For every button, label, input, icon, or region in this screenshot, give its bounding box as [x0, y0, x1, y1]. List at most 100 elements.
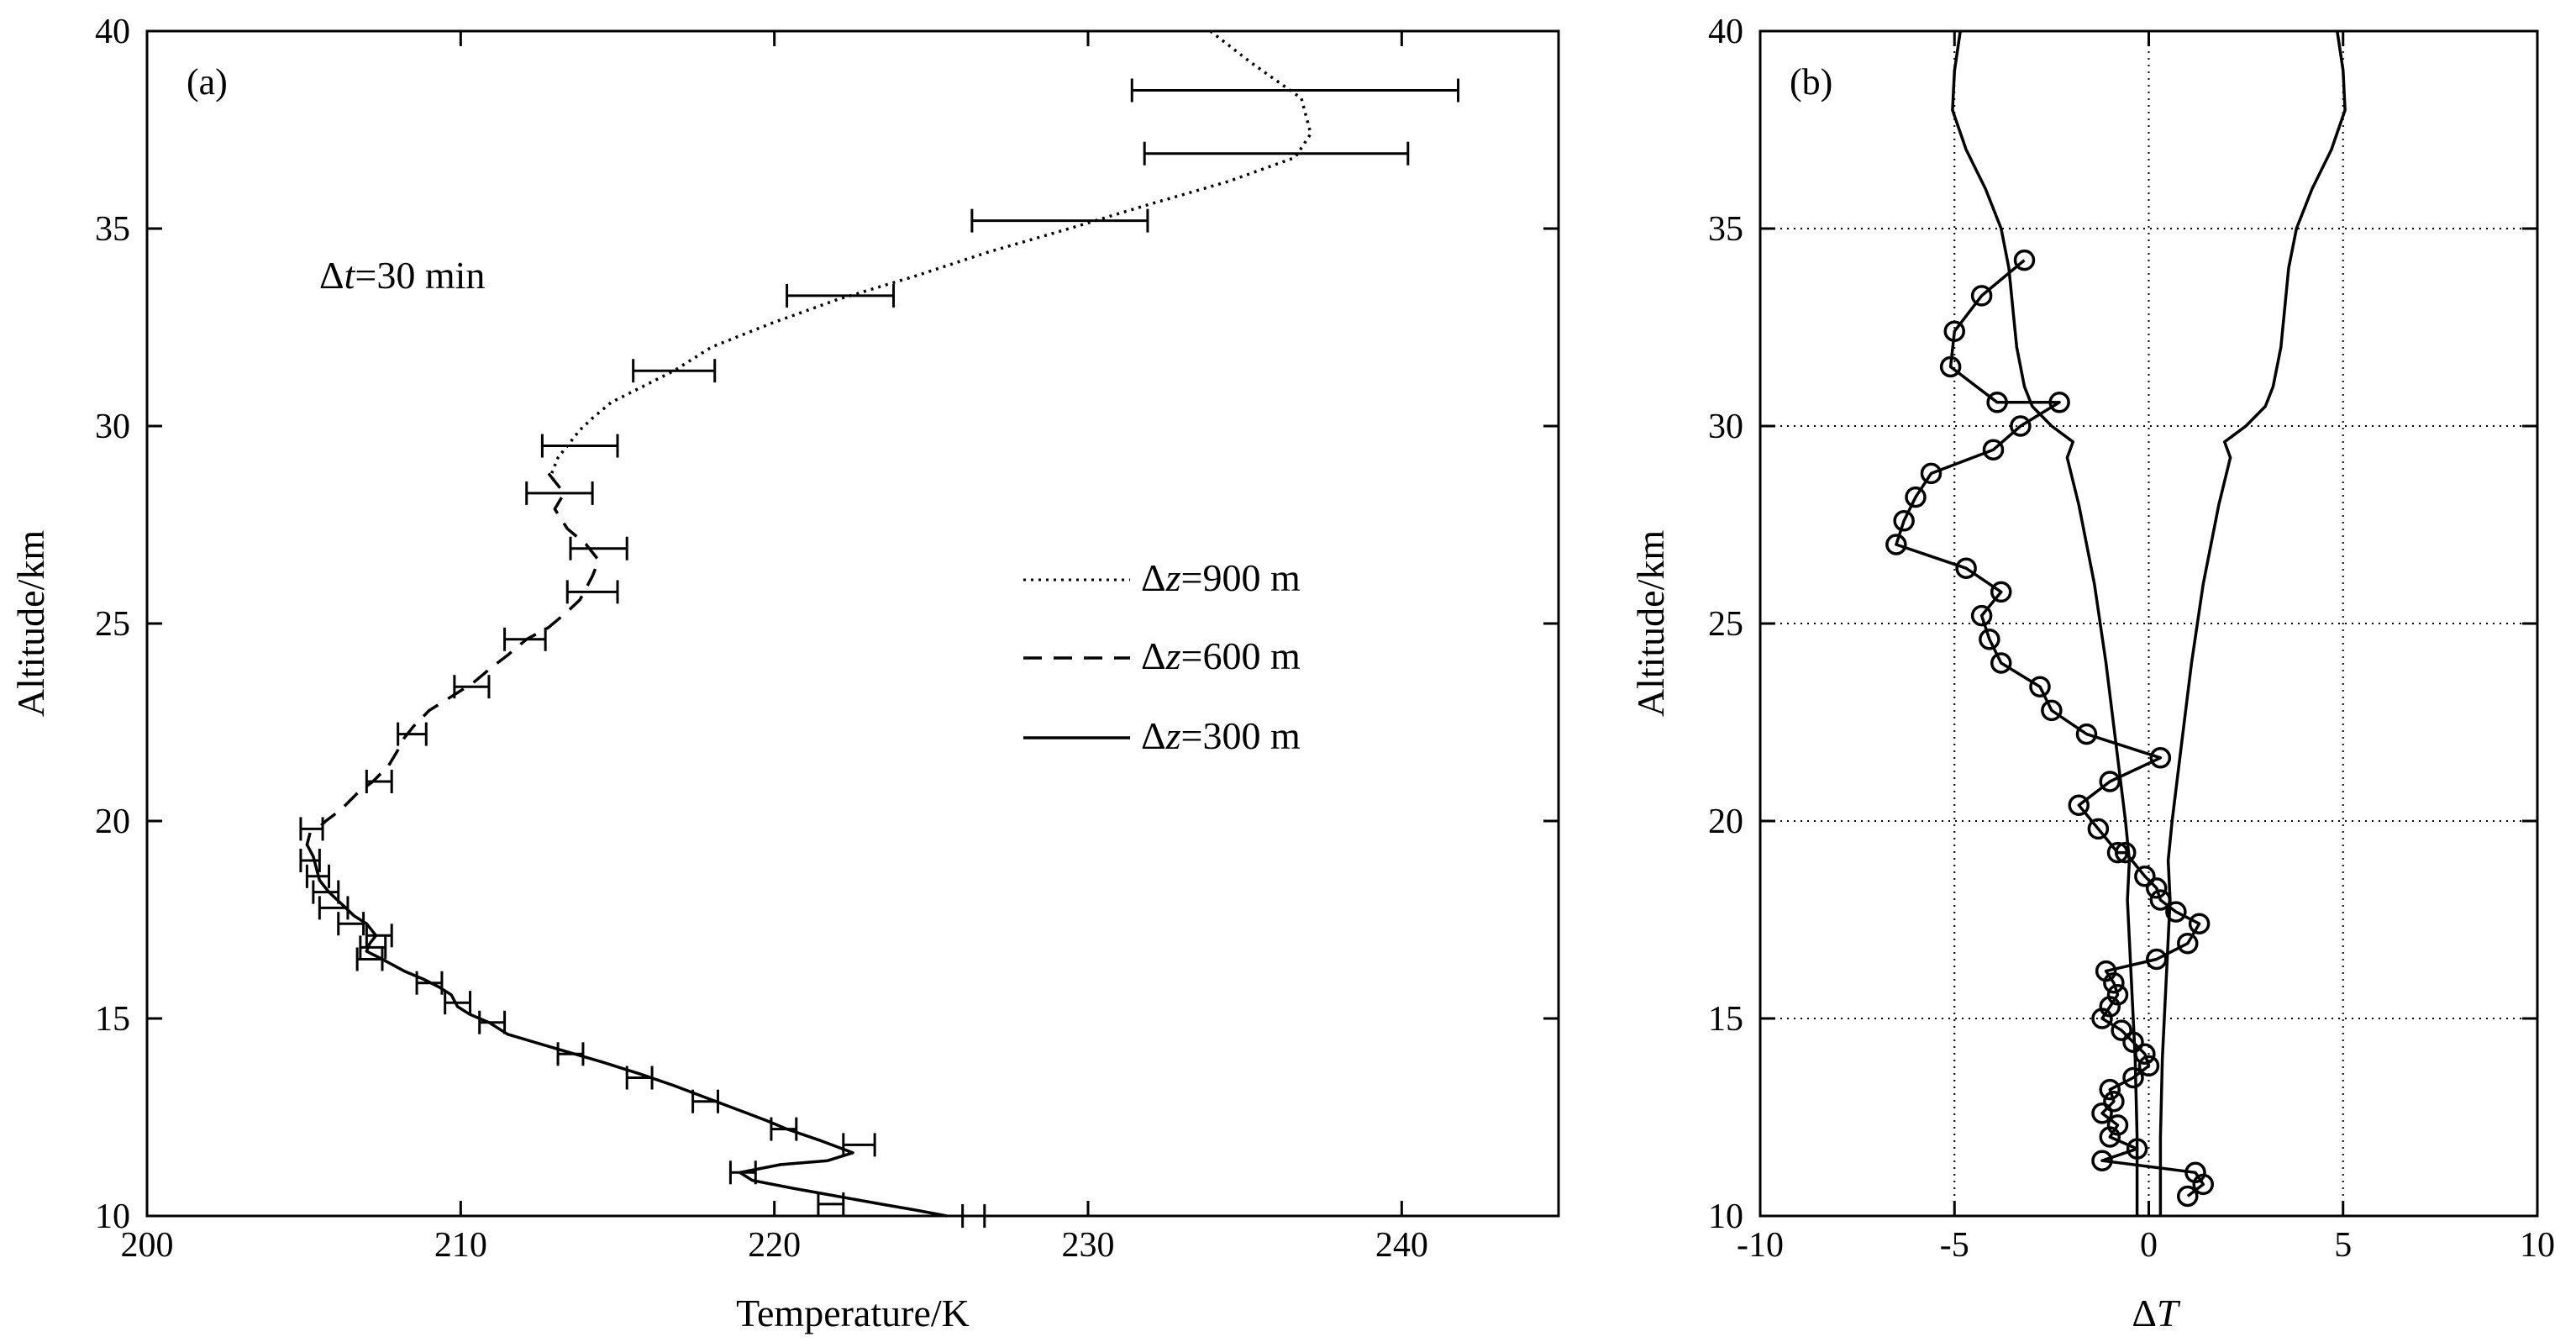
series-point [1905, 486, 1927, 508]
error-bar [444, 991, 472, 1015]
error-bar [691, 1089, 719, 1113]
series-point [2149, 747, 2172, 769]
legend-entry-var: z [1165, 714, 1181, 757]
legend-entry-var: z [1165, 556, 1181, 599]
series-point [2099, 771, 2121, 792]
series-point [2177, 932, 2199, 955]
x-tick-label: 210 [434, 1226, 487, 1265]
panel-a-x-axis-label: Temperature/K [736, 1292, 970, 1334]
x-label-variable: T [2157, 1292, 2181, 1334]
y-tick-label: 30 [1708, 408, 1743, 446]
series-point [2091, 1008, 2113, 1029]
y-tick-label: 20 [1708, 803, 1743, 841]
series-point [2122, 1031, 2144, 1053]
x-tick-label: 240 [1375, 1226, 1428, 1265]
y-tick-label: 20 [95, 803, 130, 841]
error-bar [359, 935, 387, 960]
series-point [2087, 818, 2110, 840]
series-point [1970, 285, 1993, 307]
legend-entry-var: z [1165, 634, 1181, 677]
error-bar [565, 580, 619, 604]
error-bar [525, 481, 594, 505]
series-point [2126, 1138, 2148, 1160]
series-point [2146, 877, 2168, 899]
y-tick-label: 35 [1708, 210, 1743, 249]
error-bar [318, 896, 350, 920]
error-bar [337, 912, 365, 936]
error-bar [503, 627, 547, 651]
series-point [2041, 699, 2063, 722]
x-tick-label: 10 [2520, 1226, 2555, 1265]
series-point [1893, 510, 1915, 532]
series-point [2075, 723, 2098, 745]
series-point [1986, 392, 2008, 413]
series-point [1955, 557, 1977, 579]
series-point [1943, 320, 1965, 342]
y-tick-label: 35 [95, 210, 130, 249]
x-tick-label: 200 [121, 1226, 174, 1265]
error-bar [632, 359, 717, 383]
y-tick-label: 15 [95, 1000, 130, 1039]
annotation-suffix: =30 min [355, 254, 485, 297]
panel-b-x-axis-label: ΔT [2132, 1292, 2181, 1334]
series-point [1920, 462, 1943, 485]
x-tick-label: 230 [1062, 1226, 1115, 1265]
panel-a-legend: Δz=900 m Δz=600 m Δz=300 m [1023, 556, 1301, 757]
error-bar [556, 1042, 585, 1066]
series-point [1885, 534, 1907, 555]
series-point [2103, 1090, 2125, 1113]
panel-b-label: (b) [1790, 61, 1832, 103]
annotation-prefix: Δ [319, 254, 344, 297]
legend-entry-suffix: =600 m [1181, 634, 1301, 677]
y-tick-label: 30 [95, 408, 130, 446]
series-point [2137, 1055, 2160, 1077]
error-bar [817, 1192, 845, 1216]
series-point [2134, 866, 2156, 887]
error-bar [478, 1010, 507, 1034]
error-bar [397, 722, 428, 746]
x-tick-label: 220 [748, 1226, 801, 1265]
error-bar [970, 208, 1149, 233]
legend-entry-300m: Δz=300 m [1141, 714, 1301, 757]
error-bar [453, 675, 491, 699]
legend-entry-suffix: =900 m [1181, 556, 1301, 599]
series-point [2099, 1078, 2121, 1101]
error-bar [842, 1133, 876, 1157]
series-point [1939, 355, 1962, 378]
error-bar [299, 849, 321, 872]
error-bar [961, 1204, 986, 1228]
error-bar [312, 880, 340, 904]
error-bar [365, 924, 393, 948]
series-point [2134, 1043, 2156, 1066]
error-bar [728, 1160, 757, 1185]
error-bar [1130, 78, 1460, 103]
series-line-dotted [549, 29, 1312, 486]
series-point [2029, 676, 2051, 697]
series-point [2010, 415, 2032, 437]
series-line-solid [305, 832, 948, 1218]
error-bar [786, 283, 896, 308]
y-tick-label: 10 [95, 1197, 130, 1236]
error-bar [625, 1066, 654, 1090]
panel-b: -10 -5 0 5 10 10 15 20 25 30 35 40 (b) ΔT Altitude/… [1629, 13, 2555, 1334]
series-line-solid [1951, 30, 2139, 1216]
series-point [2111, 1019, 2132, 1041]
x-tick-label: 5 [2334, 1226, 2352, 1265]
series-point [2165, 901, 2187, 923]
x-label-prefix: Δ [2132, 1292, 2157, 1334]
legend-entry-600m: Δz=600 m [1141, 634, 1301, 677]
y-tick-label: 40 [1708, 13, 1743, 51]
y-tick-label: 25 [95, 605, 130, 644]
series-point [1990, 652, 2012, 674]
panel-a-label: (a) [187, 61, 228, 103]
series-point [2091, 1103, 2113, 1124]
series-line-dashed [312, 472, 601, 834]
error-bar [1143, 141, 1410, 166]
error-bar [569, 536, 628, 560]
series-point [2146, 948, 2168, 971]
legend-entry-prefix: Δ [1141, 634, 1166, 677]
series-point [2103, 971, 2125, 994]
series-line-solid [2158, 30, 2347, 1216]
series-point [2188, 913, 2211, 934]
annotation-variable: t [344, 254, 356, 297]
